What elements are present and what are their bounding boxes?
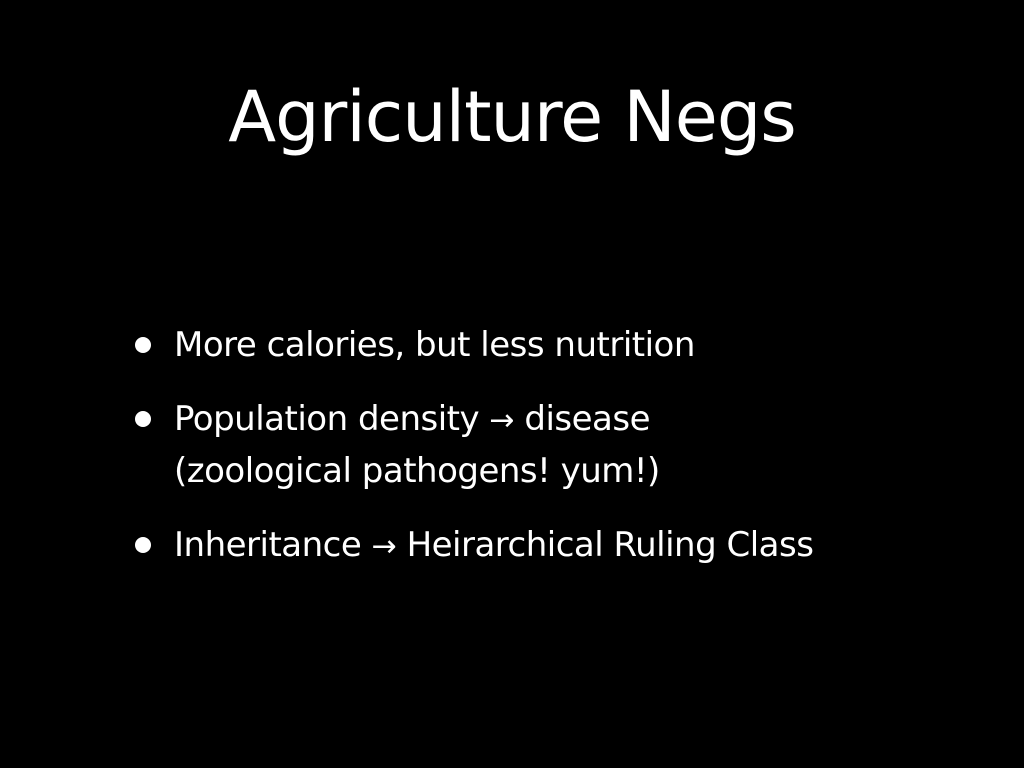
right-arrow-icon: →	[371, 529, 397, 564]
bullet-item-calories: More calories, but less nutrition	[132, 320, 992, 370]
bullet-text-after-arrow: disease	[524, 399, 651, 439]
bullet-dot-icon	[135, 337, 151, 353]
right-arrow-icon: →	[489, 403, 515, 438]
bullet-dot-icon	[135, 411, 151, 427]
bullet-item-population-density: Population density → disease (zoological…	[132, 394, 992, 496]
bullet-list: More calories, but less nutrition Popula…	[132, 320, 992, 596]
slide-title: Agriculture Negs	[228, 76, 797, 158]
bullet-item-inheritance: Inheritance → Heirarchical Ruling Class	[132, 520, 992, 572]
bullet-text-before-arrow: Inheritance	[174, 525, 362, 565]
bullet-text-line-2: (zoological pathogens! yum!)	[174, 451, 660, 491]
bullet-text-line-1: Population density → disease	[174, 394, 992, 446]
bullet-text-before-arrow: Population density	[174, 399, 480, 439]
bullet-text: More calories, but less nutrition	[174, 325, 695, 365]
bullet-text-after-arrow: Heirarchical Ruling Class	[406, 525, 814, 565]
bullet-dot-icon	[135, 537, 151, 553]
bullet-text-line-1: Inheritance → Heirarchical Ruling Class	[174, 520, 992, 572]
